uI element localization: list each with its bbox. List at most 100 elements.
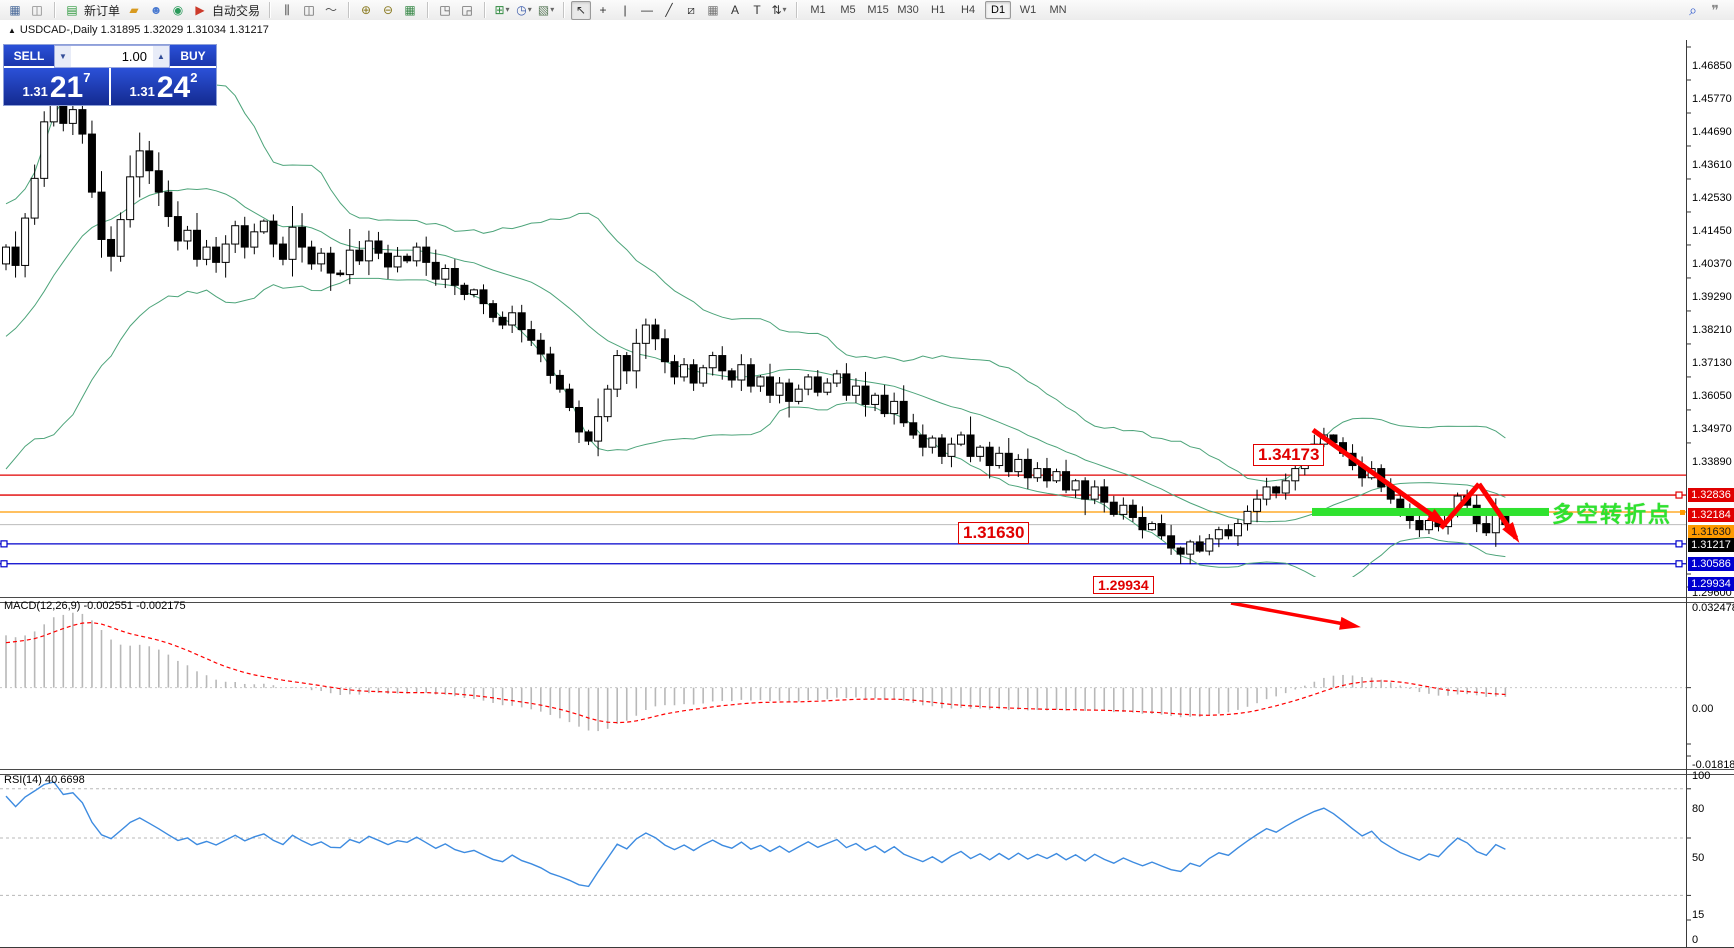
trendline-icon[interactable]: ╱ [665,3,673,17]
timeframe-d1[interactable]: D1 [985,1,1012,19]
timeframe-m5[interactable]: M5 [840,4,856,16]
toolbar-separator [269,2,271,18]
price-badge-1.32184: 1.32184 [1688,508,1734,523]
buy-button[interactable]: BUY [170,45,216,68]
tile-windows-icon[interactable]: ▦ [404,3,416,17]
label-icon[interactable]: T [753,3,761,17]
axis-label: 1.44690 [1692,125,1732,138]
crosshair-icon[interactable]: + [599,3,607,17]
ohlc-readout: 1.31895 1.32029 1.31034 1.31217 [100,24,269,36]
line-chart-icon[interactable]: 〜 [325,3,338,17]
axis-label: 1.36050 [1692,389,1732,402]
toolbar-separator [348,2,350,18]
autotrade-icon[interactable]: ▶ [195,3,205,17]
timeframe-w1[interactable]: W1 [1019,4,1037,16]
bar-chart-icon[interactable]: ⫼ [284,3,290,17]
axis-label: 1.41450 [1692,224,1732,237]
indicators-icon-dropdown[interactable]: ▾ [505,5,510,14]
periods-icon-dropdown[interactable]: ▾ [527,5,532,14]
toolbar-separator [54,2,55,18]
candlestick-icon[interactable]: ◫ [303,3,315,17]
market-watch-icon[interactable]: ◫ [31,3,43,17]
price-badge-1.31217: 1.31217 [1688,537,1734,552]
macd-series [0,612,1686,732]
support-price-callout[interactable]: 1.31630 [958,522,1030,544]
sell-price-small: 1.31 [22,84,48,100]
symbol-header: ▲ USDCAD-,Daily 1.31895 1.32029 1.31034 1… [8,24,269,36]
axis-label: 0.032478 [1692,602,1734,614]
volume-up-button[interactable]: ▲ [153,46,169,67]
timeframe-h1[interactable]: H1 [931,4,946,16]
timeframe-mn[interactable]: MN [1049,4,1067,16]
cursor-icon[interactable]: ↖ [571,0,592,20]
buy-price-big: 24 [156,71,191,104]
volume-stepper: ▼ 1.00 ▲ [54,45,170,68]
templates-icon[interactable]: ▧ ▾ [537,3,555,17]
sell-button[interactable]: SELL [4,45,54,68]
text-icon[interactable]: A [731,3,740,17]
new-order-label[interactable]: 新订单 [84,3,121,18]
auto-scroll-icon[interactable]: ◳ [439,3,451,17]
axis-label: 1.46850 [1692,60,1732,72]
chart-window-icon[interactable]: ▦ [9,3,21,17]
expert-icon[interactable]: ☻ [149,3,163,17]
price-axis-line [1686,40,1687,947]
axis-label: 0.00 [1692,702,1714,715]
bollinger-bands [5,74,1506,577]
timeframe-h4[interactable]: H4 [961,4,976,16]
search-icon[interactable]: ⌕ [1689,2,1697,18]
axis-label: 80 [1692,802,1705,815]
toolbar-right: ⌕ ❞ [1682,1,1734,20]
chat-icon[interactable]: ❞ [1711,2,1719,18]
toolbar-separator [484,2,486,18]
sell-price-big: 21 [49,71,84,104]
zoom-out-icon[interactable]: ⊖ [383,3,394,17]
autotrade-label[interactable]: 自动交易 [212,3,261,18]
hline-icon[interactable]: — [641,3,654,17]
buy-price-small: 1.31 [129,84,155,100]
rsi-series [0,781,1686,896]
price-badge-1.32836: 1.32836 [1688,488,1734,503]
arrows-icon[interactable]: ⇅ ▾ [771,3,787,17]
grid-icon[interactable]: ▦ [707,3,719,17]
timeframe-m30[interactable]: M30 [897,4,919,16]
zoom-in-icon[interactable]: ⊕ [361,3,372,17]
turning-point-note[interactable]: 多空转折点 [1552,502,1673,527]
vline-icon[interactable]: | [623,3,627,17]
drawing-annotations[interactable] [1230,427,1549,630]
pane-separator-rsi[interactable] [0,769,1734,775]
price-badge-1.31630: 1.31630 [1688,524,1734,539]
signals-icon[interactable]: ◉ [172,3,184,17]
crayon-icon[interactable]: ▰ [129,3,139,17]
axis-label: 1.45770 [1692,92,1732,105]
collapse-icon[interactable]: ▲ [8,26,16,35]
rsi-label: RSI(14) 40.6698 [4,774,85,786]
axis-label: 1.40370 [1692,257,1732,270]
arrows-icon-dropdown[interactable]: ▾ [782,5,787,14]
toolbar-group-scroll: ◳ ◲ [430,0,482,20]
toolbar-separator [427,2,429,18]
templates-icon-dropdown[interactable]: ▾ [550,5,555,14]
toolbar-group-objects: ↖ + | — ╱ ⧄ ▦ A T ⇅ ▾ [566,0,794,20]
axis-label: 15 [1692,909,1705,922]
chart-shift-icon[interactable]: ◲ [461,3,473,17]
fibonacci-icon[interactable]: ⧄ [687,3,695,17]
indicators-icon[interactable]: ⊞ ▾ [494,3,510,17]
pane-separator-macd[interactable] [0,597,1734,603]
low-price-callout[interactable]: 1.29934 [1093,576,1154,595]
axis-label: 100 [1692,770,1711,782]
volume-down-button[interactable]: ▼ [55,46,71,67]
horizontal-lines[interactable] [0,474,1686,568]
timeframe-m1[interactable]: M1 [810,4,826,16]
timeframe-m15[interactable]: M15 [867,4,889,16]
new-order-icon[interactable]: ▤ [66,3,78,17]
periods-icon[interactable]: ◷ ▾ [516,3,532,17]
toolbar-separator [563,2,565,18]
sell-price[interactable]: 1.31 21 7 [4,68,109,105]
volume-input[interactable]: 1.00 [71,46,153,67]
axis-label: 1.34970 [1692,422,1732,435]
peak-price-callout[interactable]: 1.34173 [1253,444,1325,466]
chart-canvas[interactable] [0,20,1734,928]
buy-price[interactable]: 1.31 24 2 [111,68,216,105]
